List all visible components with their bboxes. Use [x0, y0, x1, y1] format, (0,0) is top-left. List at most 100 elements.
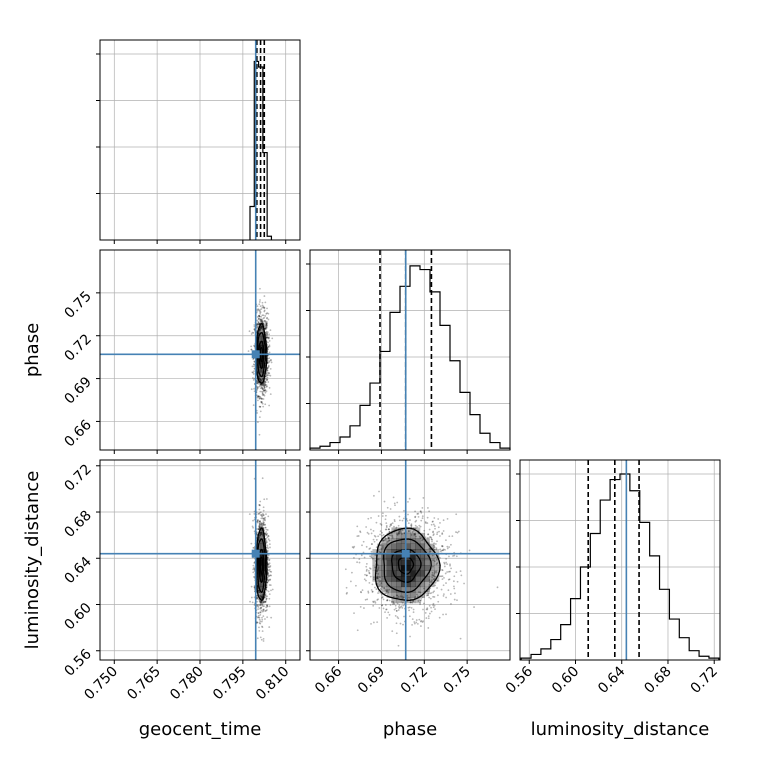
truth-marker — [401, 549, 410, 558]
scatter-point — [425, 594, 428, 597]
scatter-point — [266, 317, 268, 320]
scatter-point — [401, 529, 404, 532]
scatter-point — [417, 600, 420, 602]
scatter-point — [430, 610, 433, 613]
scatter-point — [266, 616, 269, 619]
scatter-point — [251, 601, 254, 604]
scatter-point — [266, 367, 269, 370]
density-cell — [259, 543, 261, 550]
scatter-point — [439, 535, 441, 537]
scatter-point — [266, 556, 269, 559]
density-cell — [415, 597, 421, 604]
scatter-point — [430, 523, 433, 526]
scatter-point — [249, 600, 251, 603]
scatter-point — [432, 595, 434, 598]
scatter-point — [264, 532, 267, 535]
scatter-point — [417, 515, 420, 518]
density-cell — [429, 575, 435, 582]
density-cell — [263, 586, 265, 593]
scatter-point — [260, 596, 263, 599]
scatter-point — [258, 377, 261, 379]
scatter-point — [257, 616, 259, 619]
scatter-point — [260, 606, 263, 609]
scatter-point — [258, 323, 261, 326]
density-cell — [381, 581, 387, 588]
scatter-point — [496, 586, 499, 589]
scatter-point — [250, 333, 253, 335]
density-cell — [410, 581, 416, 588]
scatter-point — [387, 537, 390, 539]
density-cell — [259, 345, 261, 351]
density-cell — [429, 554, 435, 561]
scatter-point — [432, 565, 434, 568]
scatter-point — [268, 372, 271, 375]
density-cell — [258, 327, 260, 333]
scatter-point — [260, 397, 263, 400]
scatter-point — [253, 562, 256, 564]
scatter-point — [253, 546, 256, 549]
scatter-point — [261, 388, 264, 390]
scatter-point — [260, 607, 262, 610]
density-cell — [258, 538, 260, 544]
scatter-point — [265, 384, 268, 386]
density-cell — [396, 543, 402, 550]
scatter-point — [264, 593, 267, 596]
scatter-point — [268, 558, 271, 561]
scatter-point — [261, 301, 264, 304]
scatter-point — [265, 609, 267, 612]
scatter-point — [258, 328, 261, 331]
scatter-point — [268, 333, 270, 336]
scatter-point — [430, 538, 433, 541]
scatter-point — [391, 535, 394, 538]
scatter-point — [456, 599, 458, 602]
scatter-point — [256, 388, 259, 391]
scatter-point — [371, 557, 374, 560]
scatter-point — [424, 521, 427, 523]
scatter-point — [363, 578, 366, 581]
scatter-point — [258, 504, 261, 506]
scatter-point — [263, 386, 266, 389]
density-cell — [396, 592, 402, 598]
scatter-point — [446, 545, 449, 548]
scatter-point — [419, 601, 422, 604]
density-cell — [260, 363, 262, 368]
scatter-point — [252, 363, 255, 366]
scatter-point — [473, 606, 475, 608]
y-tick-label: 0.69 — [61, 374, 94, 407]
scatter-point — [420, 598, 423, 600]
scatter-point — [265, 586, 268, 588]
scatter-point — [260, 378, 263, 381]
scatter-point — [438, 530, 440, 533]
scatter-point — [260, 321, 262, 323]
scatter-point — [258, 520, 261, 523]
scatter-point — [445, 561, 448, 564]
density-cell — [258, 372, 260, 377]
scatter-point — [372, 621, 375, 624]
scatter-point — [443, 576, 445, 579]
scatter-point — [400, 605, 403, 608]
scatter-point — [431, 574, 434, 576]
scatter-point — [262, 393, 265, 396]
scatter-point — [402, 597, 404, 600]
scatter-point — [271, 337, 274, 340]
scatter-point — [402, 623, 404, 626]
scatter-point — [416, 513, 419, 515]
scatter-point — [252, 564, 255, 567]
density-cell — [386, 559, 392, 566]
density-cell — [260, 538, 262, 544]
scatter-point — [259, 379, 262, 382]
scatter-point — [386, 599, 388, 602]
scatter-point — [427, 617, 430, 620]
density-cell — [386, 586, 392, 593]
density-cell — [391, 565, 397, 571]
scatter-point — [259, 511, 262, 514]
scatter-point — [261, 533, 263, 536]
scatter-point — [259, 531, 262, 534]
scatter-point — [367, 569, 370, 572]
scatter-point — [373, 494, 375, 497]
scatter-point — [266, 551, 269, 554]
density-cell — [420, 559, 426, 566]
scatter-point — [265, 533, 268, 536]
density-cell — [259, 380, 261, 386]
